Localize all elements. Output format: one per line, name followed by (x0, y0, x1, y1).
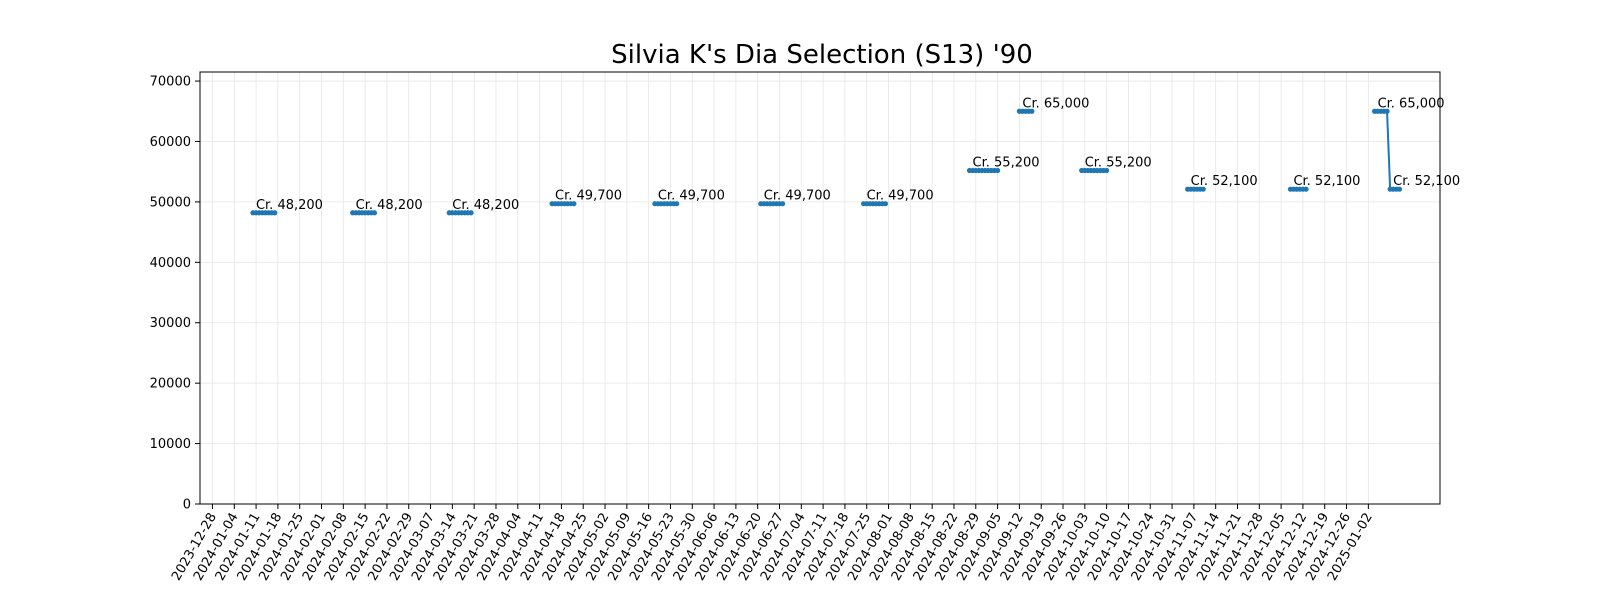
price-annotation: Cr. 48,200 (256, 198, 323, 213)
price-series (250, 108, 1403, 216)
data-point (994, 167, 1001, 174)
data-point (674, 201, 680, 207)
price-annotation: Cr. 55,200 (973, 155, 1040, 170)
y-tick-label: 70000 (150, 75, 191, 90)
y-tick-label: 20000 (150, 377, 191, 392)
y-tick-label: 30000 (150, 316, 191, 331)
price-annotation: Cr. 49,700 (658, 189, 725, 204)
y-axis: 0 10000 20000 30000 40000 50000 60000 70000 (150, 75, 200, 513)
data-point (1104, 167, 1110, 174)
price-annotation: Cr. 52,100 (1293, 174, 1360, 189)
price-annotation: Cr. 65,000 (1378, 96, 1445, 111)
grid (200, 72, 1440, 505)
data-point (371, 210, 378, 216)
y-tick-label: 50000 (150, 195, 191, 210)
data-point (1303, 186, 1309, 192)
y-tick-label: 40000 (150, 256, 191, 271)
y-tick-label: 0 (183, 498, 191, 513)
x-axis: 2023-12-282024-01-042024-01-112024-01-18… (169, 504, 1376, 583)
price-annotation: Cr. 48,200 (452, 198, 519, 213)
price-annotation: Cr. 49,700 (867, 189, 934, 204)
data-point (882, 201, 889, 207)
chart-title: Silvia K's Dia Selection (S13) '90 (611, 40, 1033, 70)
data-point (571, 201, 577, 207)
data-point (1384, 108, 1390, 114)
price-annotation: Cr. 55,200 (1085, 155, 1152, 170)
y-tick-label: 60000 (150, 135, 191, 150)
price-annotation: Cr. 49,700 (555, 189, 622, 204)
data-point (780, 201, 786, 207)
data-point (1029, 108, 1035, 114)
price-annotation: Cr. 48,200 (356, 198, 423, 213)
price-annotation: Cr. 52,100 (1393, 174, 1460, 189)
price-annotation: Cr. 49,700 (764, 189, 831, 204)
price-annotations: Cr. 48,200 Cr. 48,200 Cr. 48,200 Cr. 49,700… (256, 96, 1460, 213)
data-point (1396, 186, 1403, 192)
plot-frame (199, 71, 1441, 505)
data-point (1200, 186, 1206, 192)
data-point (468, 210, 474, 216)
price-annotation: Cr. 65,000 (1022, 96, 1089, 111)
y-tick-label: 10000 (150, 437, 191, 452)
price-annotation: Cr. 52,100 (1191, 174, 1258, 189)
data-point (272, 210, 278, 216)
